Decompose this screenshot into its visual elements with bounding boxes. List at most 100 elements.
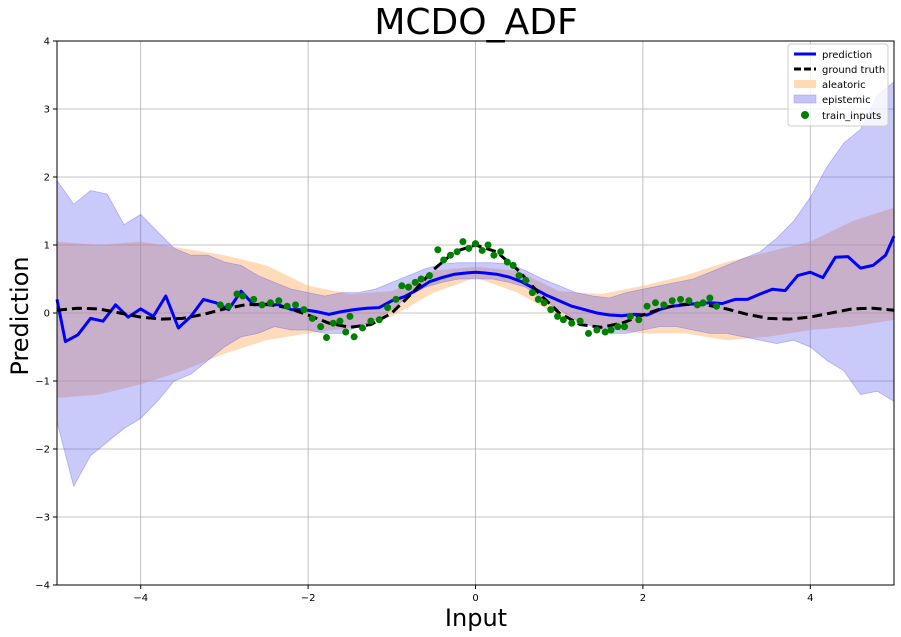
train-input-point bbox=[292, 301, 300, 309]
train-input-point bbox=[266, 299, 274, 307]
y-tick-label: 0 bbox=[44, 309, 50, 320]
train-input-point bbox=[233, 290, 241, 298]
train-input-point bbox=[503, 258, 511, 266]
train-input-point bbox=[225, 302, 233, 310]
train-input-point bbox=[346, 312, 354, 320]
train-input-point bbox=[568, 319, 576, 327]
train-input-point bbox=[425, 272, 433, 280]
train-input-point bbox=[336, 317, 344, 325]
chart-title: MCDO_ADF bbox=[374, 2, 577, 43]
train-input-point bbox=[528, 289, 536, 297]
y-tick-label: 1 bbox=[44, 241, 50, 252]
y-axis-label: Prediction bbox=[6, 256, 34, 375]
y-tick-label: 4 bbox=[44, 37, 50, 48]
legend: prediction ground truth aleatoric episte… bbox=[787, 43, 889, 127]
train-input-point bbox=[660, 301, 668, 309]
train-input-point bbox=[472, 240, 479, 248]
train-input-point bbox=[300, 306, 308, 314]
train-input-point bbox=[465, 244, 473, 252]
train-input-point bbox=[308, 314, 316, 322]
train-input-point bbox=[614, 323, 622, 331]
train-input-point bbox=[693, 301, 701, 309]
train-input-point bbox=[384, 304, 392, 312]
x-tick-label: −2 bbox=[301, 593, 316, 604]
train-input-point bbox=[651, 299, 659, 307]
train-input-point bbox=[626, 312, 634, 320]
train-input-point bbox=[350, 333, 358, 341]
train-input-point bbox=[398, 282, 406, 290]
train-input-point bbox=[685, 297, 693, 305]
train-input-point bbox=[392, 295, 400, 303]
train-input-point bbox=[677, 295, 685, 303]
legend-aleatoric-label: aleatoric bbox=[822, 80, 866, 91]
legend-prediction-label: prediction bbox=[822, 50, 872, 61]
train-input-point bbox=[275, 297, 283, 305]
legend-ground-truth-label: ground truth bbox=[822, 65, 885, 76]
train-input-point bbox=[411, 278, 419, 286]
train-input-point bbox=[559, 316, 567, 324]
y-tick-label: −3 bbox=[35, 513, 50, 524]
train-input-point bbox=[405, 283, 413, 291]
train-input-point bbox=[367, 317, 375, 325]
train-input-point bbox=[607, 326, 615, 334]
train-input-point bbox=[478, 246, 486, 254]
train-input-point bbox=[359, 324, 367, 332]
y-tick-label: 2 bbox=[44, 173, 50, 184]
y-tick-label: 3 bbox=[44, 105, 50, 116]
train-input-point bbox=[258, 301, 266, 309]
train-input-point bbox=[515, 272, 523, 280]
train-input-point bbox=[593, 326, 601, 334]
train-input-point bbox=[706, 294, 714, 302]
x-tick-label: 4 bbox=[807, 593, 813, 604]
legend-epistemic-swatch bbox=[793, 94, 817, 104]
x-tick-label: −4 bbox=[133, 593, 148, 604]
y-tick-label: −1 bbox=[35, 377, 50, 388]
train-input-point bbox=[540, 299, 548, 307]
x-tick-label: 0 bbox=[472, 593, 478, 604]
train-input-point bbox=[635, 316, 643, 324]
train-input-point bbox=[317, 323, 325, 331]
train-input-point bbox=[643, 302, 651, 310]
train-input-point bbox=[434, 246, 442, 254]
train-input-point bbox=[584, 329, 592, 337]
train-input-point bbox=[216, 301, 224, 309]
legend-epistemic-label: epistemic bbox=[822, 95, 871, 106]
x-axis-label: Input bbox=[445, 604, 507, 632]
prediction-line bbox=[55, 235, 896, 344]
y-tick-label: −2 bbox=[35, 445, 50, 456]
train-input-point bbox=[601, 328, 609, 336]
train-input-point bbox=[699, 299, 707, 307]
train-input-point bbox=[446, 251, 454, 259]
train-input-point bbox=[239, 292, 247, 300]
legend-train-inputs-label: train_inputs bbox=[822, 111, 881, 122]
train-input-point bbox=[522, 276, 530, 284]
train-input-point bbox=[497, 248, 505, 256]
y-axis-ticks: −4 −3 −2 −1 0 1 2 3 4 bbox=[35, 37, 57, 592]
train-input-point bbox=[668, 297, 676, 305]
train-input-point bbox=[440, 256, 448, 264]
y-tick-label: −4 bbox=[35, 581, 50, 592]
train-input-point bbox=[283, 302, 291, 310]
train-input-point bbox=[509, 261, 517, 269]
train-input-point bbox=[534, 295, 542, 303]
train-input-point bbox=[620, 323, 628, 331]
legend-box bbox=[787, 43, 889, 127]
train-input-point bbox=[250, 295, 258, 303]
train-input-point bbox=[329, 319, 337, 327]
train-input-point bbox=[375, 316, 383, 324]
train-input-point bbox=[417, 275, 425, 283]
train-input-points bbox=[216, 238, 721, 341]
train-input-point bbox=[547, 306, 555, 314]
train-input-point bbox=[484, 241, 492, 249]
train-input-point bbox=[490, 251, 498, 259]
train-input-point bbox=[323, 333, 331, 341]
train-input-point bbox=[459, 238, 467, 246]
train-input-point bbox=[576, 317, 584, 325]
legend-aleatoric-swatch bbox=[794, 80, 816, 88]
x-axis-ticks: −4 −2 0 2 4 bbox=[133, 585, 813, 604]
legend-train-inputs-swatch bbox=[801, 111, 809, 119]
train-input-point bbox=[453, 248, 461, 256]
train-input-point bbox=[554, 312, 562, 320]
train-input-point bbox=[342, 328, 350, 336]
